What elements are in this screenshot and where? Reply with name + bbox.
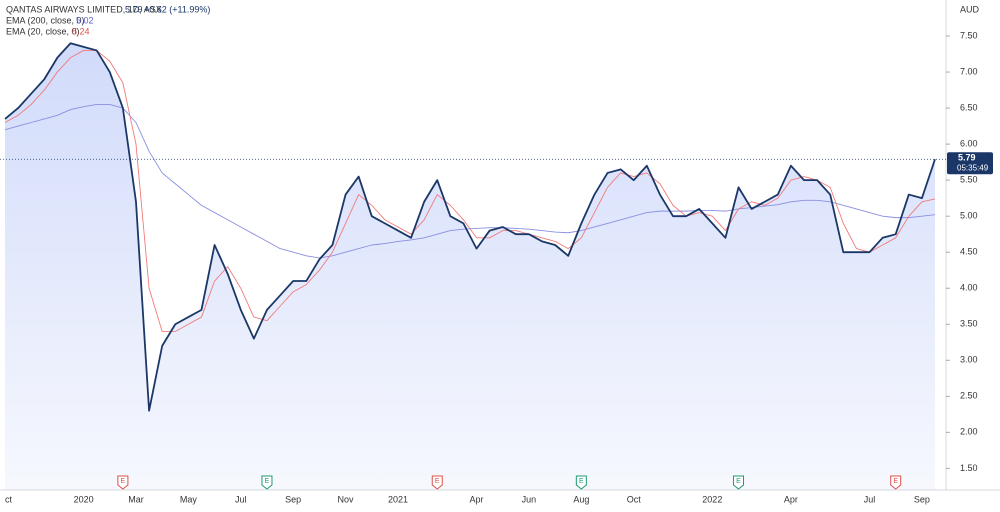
y-tick-label: 5.00 bbox=[960, 211, 978, 221]
price-area bbox=[5, 43, 935, 491]
x-tick-label: Jun bbox=[522, 494, 537, 504]
earnings-marker bbox=[431, 475, 443, 490]
y-tick-label: 5.50 bbox=[960, 175, 978, 185]
x-tick-label: Sep bbox=[914, 494, 930, 504]
currency: AUD bbox=[960, 4, 980, 14]
y-tick-label: 3.00 bbox=[960, 355, 978, 365]
last-price: 5.79 bbox=[125, 4, 143, 14]
y-tick-label: 4.50 bbox=[960, 247, 978, 257]
earnings-label: E bbox=[265, 478, 270, 485]
earnings-label: E bbox=[435, 478, 440, 485]
indicator-value: 5.02 bbox=[76, 15, 94, 25]
last-price-tag bbox=[947, 152, 993, 175]
last-price-tag-label: 5.79 bbox=[958, 153, 976, 163]
earnings-marker bbox=[575, 475, 587, 490]
earnings-label: E bbox=[579, 478, 584, 485]
y-tick-label: 1.50 bbox=[960, 463, 978, 473]
x-tick-label: 2022 bbox=[702, 494, 722, 504]
x-tick-label: Nov bbox=[338, 494, 355, 504]
countdown-label: 05:35:49 bbox=[957, 163, 989, 172]
y-tick-label: 4.00 bbox=[960, 283, 978, 293]
symbol-title: QANTAS AIRWAYS LIMITED, 1D, ASX bbox=[6, 4, 162, 14]
x-tick-label: Apr bbox=[470, 494, 484, 504]
x-tick-label: May bbox=[180, 494, 198, 504]
x-tick-label: 2020 bbox=[74, 494, 94, 504]
plot bbox=[0, 42, 946, 491]
indicator-value: 5.24 bbox=[72, 26, 90, 36]
x-tick-label: Sep bbox=[285, 494, 301, 504]
y-tick-label: 7.50 bbox=[960, 30, 978, 40]
earnings-marker bbox=[261, 475, 273, 490]
earnings-marker bbox=[890, 475, 902, 490]
earnings-label: E bbox=[121, 478, 126, 485]
y-tick-label: 2.00 bbox=[960, 427, 978, 437]
indicator-label: EMA (200, close, 0) bbox=[6, 15, 85, 25]
x-tick-label: Jul bbox=[235, 494, 247, 504]
y-tick-label: 7.00 bbox=[960, 66, 978, 76]
earnings-marker bbox=[733, 475, 745, 490]
x-tick-label: Oct bbox=[627, 494, 642, 504]
y-tick-label: 6.00 bbox=[960, 138, 978, 148]
x-tick-label: Aug bbox=[573, 494, 589, 504]
earnings-label: E bbox=[893, 478, 898, 485]
earnings-marker bbox=[117, 475, 129, 490]
x-tick-label: ct bbox=[5, 494, 13, 504]
ema-line bbox=[4, 49, 936, 332]
x-tick-label: 2021 bbox=[388, 494, 408, 504]
y-tick-label: 6.50 bbox=[960, 102, 978, 112]
price-change: +0.62 (+11.99%) bbox=[144, 4, 210, 14]
price-line bbox=[4, 42, 936, 412]
x-tick-label: Apr bbox=[784, 494, 798, 504]
x-tick-label: Jul bbox=[864, 494, 876, 504]
indicator-label: EMA (20, close, 0) bbox=[6, 26, 80, 36]
x-tick-label: Mar bbox=[128, 494, 144, 504]
legend: QANTAS AIRWAYS LIMITED, 1D, ASX 5.79 +0.… bbox=[6, 4, 210, 36]
earnings-label: E bbox=[736, 478, 741, 485]
y-tick-label: 2.50 bbox=[960, 391, 978, 401]
y-tick-label: 3.50 bbox=[960, 319, 978, 329]
